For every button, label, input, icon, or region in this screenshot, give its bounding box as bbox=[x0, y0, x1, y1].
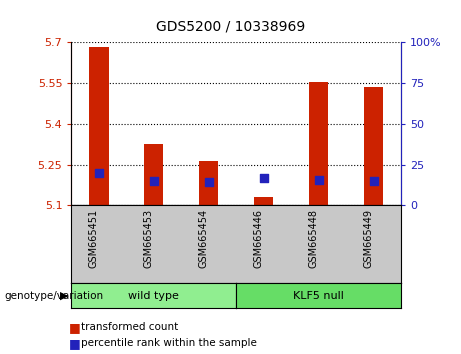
Text: GDS5200 / 10338969: GDS5200 / 10338969 bbox=[156, 19, 305, 34]
Bar bbox=[199, 161, 219, 205]
Bar bbox=[254, 197, 273, 205]
Point bbox=[315, 177, 322, 182]
Point bbox=[205, 179, 213, 185]
Point bbox=[150, 178, 158, 184]
Point bbox=[95, 170, 103, 176]
Text: percentile rank within the sample: percentile rank within the sample bbox=[81, 338, 257, 348]
Text: genotype/variation: genotype/variation bbox=[5, 291, 104, 301]
Text: GSM665454: GSM665454 bbox=[199, 209, 209, 268]
Text: ■: ■ bbox=[69, 321, 81, 334]
Bar bbox=[309, 82, 328, 205]
Text: ▶: ▶ bbox=[60, 291, 69, 301]
Text: GSM665453: GSM665453 bbox=[144, 209, 154, 268]
Bar bbox=[89, 47, 108, 205]
Text: GSM665446: GSM665446 bbox=[254, 209, 264, 268]
Bar bbox=[364, 87, 383, 205]
Text: GSM665451: GSM665451 bbox=[89, 209, 99, 268]
Text: GSM665449: GSM665449 bbox=[364, 209, 373, 268]
Text: GSM665448: GSM665448 bbox=[309, 209, 319, 268]
Text: wild type: wild type bbox=[129, 291, 179, 301]
Point bbox=[370, 178, 377, 184]
Text: transformed count: transformed count bbox=[81, 322, 178, 332]
Text: ■: ■ bbox=[69, 337, 81, 350]
Text: KLF5 null: KLF5 null bbox=[293, 291, 344, 301]
Bar bbox=[144, 144, 164, 205]
Point bbox=[260, 175, 267, 181]
